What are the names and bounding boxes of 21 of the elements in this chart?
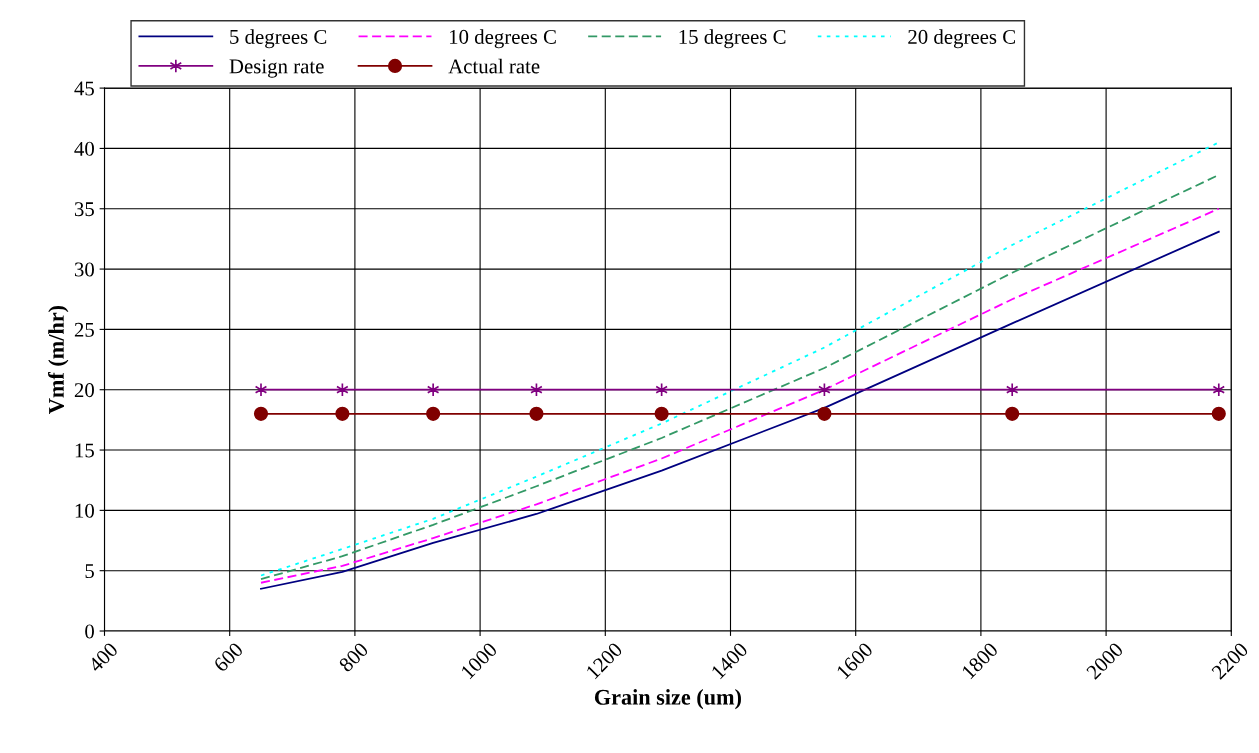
legend-label: Design rate xyxy=(229,59,324,78)
y-tick-label: 20 xyxy=(74,383,94,398)
x-tick-label: 400 xyxy=(87,641,119,673)
x-tick-label: 600 xyxy=(213,641,244,673)
y-tick-label: 5 xyxy=(85,564,94,579)
y-axis-title: Vmf (m/hr) xyxy=(48,305,69,414)
y-tick-label: 25 xyxy=(74,322,94,337)
y-tick-label: 35 xyxy=(74,202,94,217)
x-axis-title: Grain size (um) xyxy=(594,689,741,710)
y-tick-label: 0 xyxy=(85,624,94,639)
y-tick-label: 30 xyxy=(74,262,94,277)
legend-label: 15 degrees C xyxy=(679,29,786,49)
y-tick-label: 10 xyxy=(75,503,94,518)
x-tick-label: 800 xyxy=(338,641,370,673)
y-tick-label: 45 xyxy=(74,81,94,96)
legend-label: 5 degrees C xyxy=(230,29,327,49)
y-tick-label: 15 xyxy=(75,443,94,458)
y-tick-label: 40 xyxy=(74,141,94,156)
legend-label: 20 degrees C xyxy=(908,29,1015,49)
legend-label: Actual rate xyxy=(448,58,540,74)
legend-label: 10 degrees C xyxy=(449,29,556,49)
